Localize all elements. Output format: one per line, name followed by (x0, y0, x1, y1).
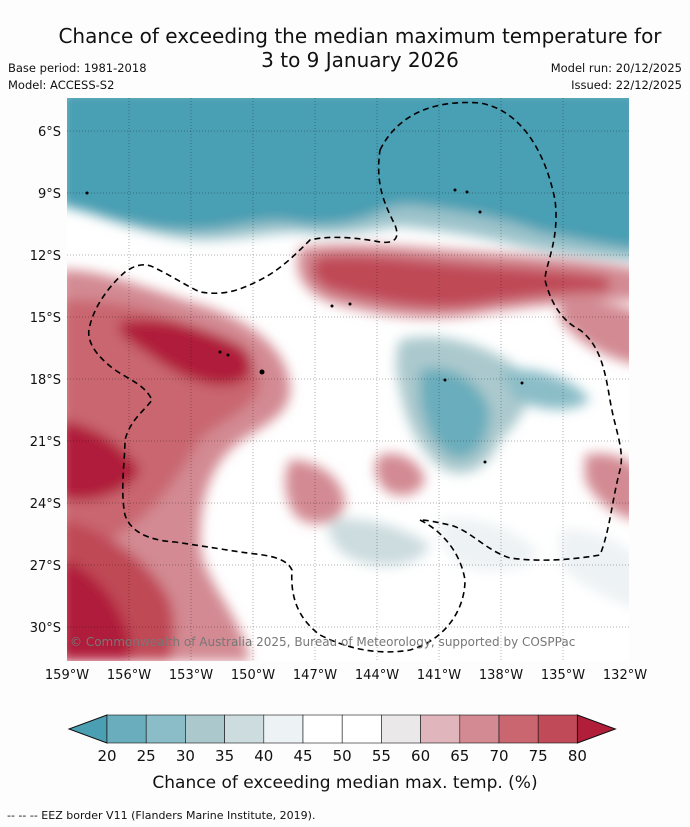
colorbar-segment (106, 714, 147, 744)
colorbar-segment (498, 714, 539, 744)
issued-date: Issued: 22/12/2025 (571, 78, 682, 92)
lat-label: 6°S (38, 125, 61, 140)
colorbar-segment (537, 714, 578, 744)
colorbar-tick-label: 20 (97, 747, 116, 765)
colorbar-segment (341, 714, 382, 744)
latitude-labels: 6°S 9°S 12°S 15°S 18°S 21°S 24°S 27°S 30… (30, 125, 61, 636)
lon-label: 138°W (479, 668, 523, 683)
lon-label: 132°W (603, 668, 647, 683)
graticule (67, 98, 629, 661)
lon-label: 159°W (45, 668, 89, 683)
copyright-notice: © Commonwealth of Australia 2025, Bureau… (70, 635, 575, 649)
colorbar-segment (420, 714, 461, 744)
colorbar-tick-label: 70 (489, 747, 508, 765)
colorbar-extend-high (576, 714, 617, 744)
colorbar-tick-label: 80 (568, 747, 587, 765)
colorbar-tick-label: 60 (411, 747, 430, 765)
lat-label: 18°S (30, 373, 61, 388)
colorbar-tick-label: 65 (450, 747, 469, 765)
eez-footnote: -- -- -- EEZ border V11 (Flanders Marine… (7, 809, 316, 822)
lat-label: 27°S (30, 559, 61, 574)
colorbar-title: Chance of exceeding median max. temp. (%… (152, 773, 537, 793)
model-name: Model: ACCESS-S2 (8, 78, 115, 92)
colorbar-tick-label: 25 (137, 747, 156, 765)
longitude-labels: 159°W 156°W 153°W 150°W 147°W 144°W 141°… (45, 668, 647, 683)
chart-title-line2: 3 to 9 January 2026 (261, 48, 459, 72)
lat-label: 15°S (30, 311, 61, 326)
colorbar-segment (459, 714, 500, 744)
colorbar-tick-label: 45 (293, 747, 312, 765)
lon-label: 147°W (293, 668, 337, 683)
lat-label: 30°S (30, 621, 61, 636)
lon-label: 153°W (169, 668, 213, 683)
eez-border-lines (88, 101, 623, 653)
lon-label: 141°W (417, 668, 461, 683)
lon-label: 135°W (541, 668, 585, 683)
lat-label: 21°S (30, 435, 61, 450)
colorbar-segment (185, 714, 225, 744)
islands (85, 188, 524, 464)
colorbar-tick-label: 30 (176, 747, 195, 765)
colorbar-tick-label: 75 (529, 747, 548, 765)
colorbar-tick-label: 50 (333, 747, 352, 765)
lon-label: 144°W (355, 668, 399, 683)
colorbar-tick-label: 55 (372, 747, 391, 765)
model-run: Model run: 20/12/2025 (550, 61, 682, 75)
colorbar-segment (145, 714, 186, 744)
colorbar-tick-label: 35 (215, 747, 234, 765)
probability-field: © Commonwealth of Australia 2025, Bureau… (67, 98, 629, 661)
colorbar-tick-label: 40 (254, 747, 273, 765)
map-figure: © Commonwealth of Australia 2025, Bureau… (30, 98, 647, 793)
colorbar-segment (263, 714, 304, 744)
lon-label: 156°W (107, 668, 151, 683)
colorbar: 20 25 30 35 40 45 50 55 60 65 70 75 80 (67, 714, 617, 765)
colorbar-segment (224, 714, 265, 744)
colorbar-extend-low (67, 714, 108, 744)
colorbar-segment (302, 714, 343, 744)
lon-label: 150°W (231, 668, 275, 683)
lat-label: 9°S (38, 187, 61, 202)
colorbar-segment (381, 714, 421, 744)
lat-label: 12°S (30, 249, 61, 264)
base-period: Base period: 1981-2018 (8, 61, 147, 75)
lat-label: 24°S (30, 497, 61, 512)
chart-title-line1: Chance of exceeding the median maximum t… (58, 24, 662, 48)
